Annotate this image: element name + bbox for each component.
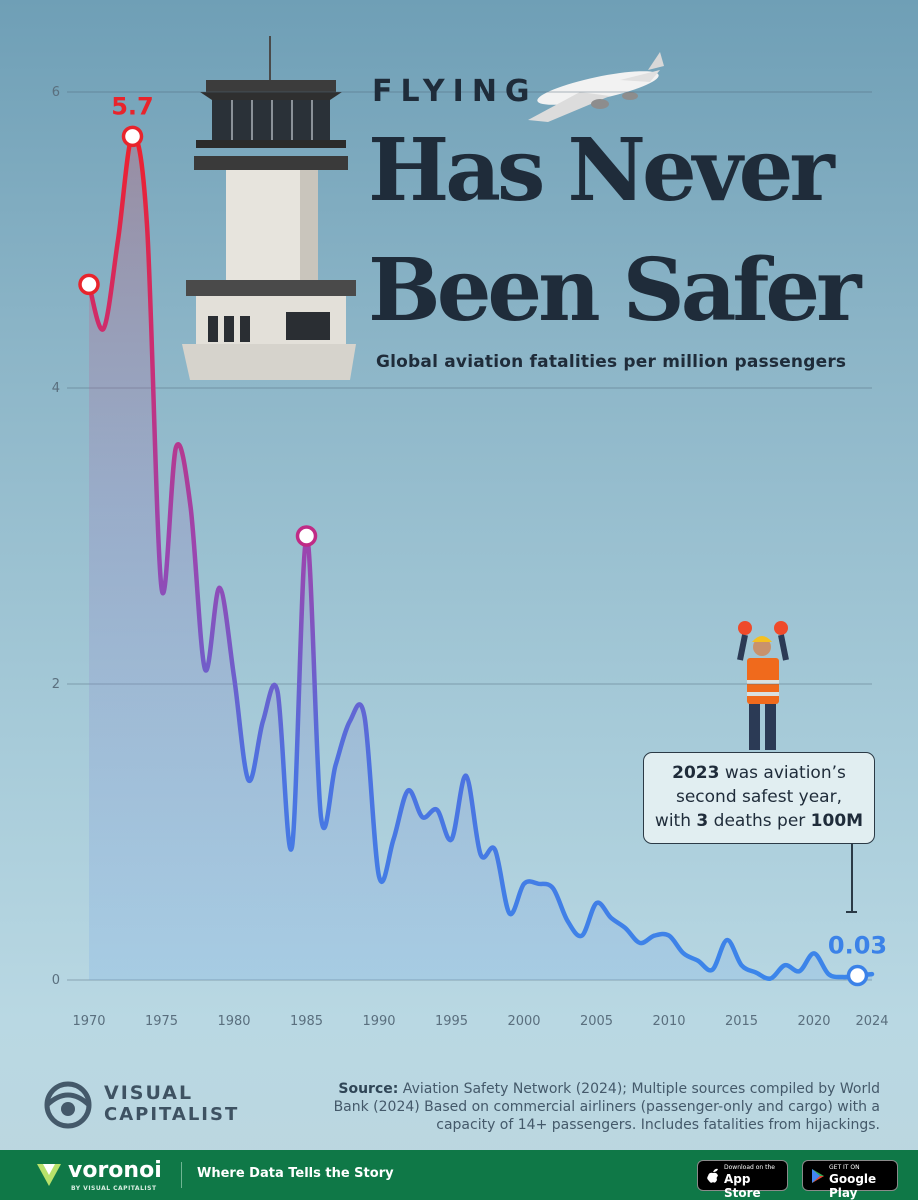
brand-visual: VISUAL	[104, 1082, 194, 1104]
google-play-icon	[812, 1169, 824, 1183]
x-tick-label: 1995	[435, 1014, 468, 1029]
callout-connector-tick	[846, 911, 857, 913]
y-tick-label: 4	[52, 381, 60, 396]
y-tick-label: 2	[52, 677, 60, 692]
callout-text-1: was aviation’s	[719, 763, 846, 783]
axis-ticks: 0 2 4 6 1970 1975 1980 1985 1990 1995 2000 2005 2010…	[52, 85, 889, 1029]
kicker: FLYING	[372, 74, 538, 109]
apple-icon	[707, 1168, 718, 1183]
x-tick-label: 2005	[580, 1014, 613, 1029]
voronoi-logo-icon	[37, 1164, 61, 1186]
x-tick-label: 2024	[855, 1014, 888, 1029]
footer-tagline: Where Data Tells the Story	[197, 1166, 394, 1181]
x-tick-label: 1990	[362, 1014, 395, 1029]
labels: 5.7 0.03	[111, 92, 887, 959]
x-tick-label: 1980	[217, 1014, 250, 1029]
data-marker	[295, 525, 318, 547]
source-label: Source:	[338, 1081, 399, 1097]
y-tick-label: 6	[52, 85, 60, 100]
visual-capitalist-logo-icon	[44, 1081, 92, 1129]
area-fill	[89, 136, 872, 980]
x-tick-label: 2000	[507, 1014, 540, 1029]
airplane-illustration	[528, 52, 664, 122]
voronoi-wordmark: voronoi	[68, 1158, 162, 1183]
data-marker	[121, 125, 144, 148]
y-tick-label: 0	[52, 973, 60, 988]
app-store-label: App Store	[724, 1172, 761, 1200]
google-play-label: Google Play	[829, 1172, 877, 1200]
x-tick-label: 1970	[72, 1014, 105, 1029]
google-play-button[interactable]: GET IT ON Google Play	[802, 1160, 898, 1200]
control-tower-illustration	[182, 36, 356, 380]
area-fill-path	[89, 136, 872, 980]
subtitle: Global aviation fatalities per million p…	[376, 352, 847, 372]
x-tick-label: 2015	[725, 1014, 758, 1029]
voronoi-byline: BY VISUAL CAPITALIST	[71, 1185, 157, 1192]
app-store-button[interactable]: Download on the App Store	[697, 1160, 788, 1200]
callout-text-3b: deaths per	[708, 811, 811, 831]
data-label: 0.03	[828, 932, 887, 960]
x-tick-label: 1985	[290, 1014, 323, 1029]
footer-divider	[181, 1162, 182, 1188]
title-line-1: Has Never	[368, 120, 835, 221]
callout-deaths: 3	[696, 811, 709, 831]
google-play-small-text: GET IT ON	[829, 1164, 860, 1171]
source-text: Aviation Safety Network (2024); Multiple…	[333, 1081, 880, 1133]
markers	[78, 125, 869, 987]
title-line-2: Been Safer	[368, 240, 861, 341]
x-tick-label: 2020	[797, 1014, 830, 1029]
data-marker	[78, 273, 100, 296]
app-store-small-text: Download on the	[724, 1164, 775, 1171]
callout-connector	[851, 844, 853, 912]
line-series	[86, 134, 875, 981]
x-tick-label: 2010	[652, 1014, 685, 1029]
fatalities-line	[86, 134, 875, 981]
callout-per: 100M	[810, 811, 864, 831]
callout-line-1: 2023 was aviation’s	[644, 761, 874, 785]
data-label: 5.7	[111, 92, 154, 120]
callout-line-2: second safest year,	[675, 787, 842, 807]
source-note: Source: Aviation Safety Network (2024); …	[300, 1080, 880, 1134]
callout-text-3a: with	[654, 811, 697, 831]
x-tick-label: 1975	[145, 1014, 178, 1029]
callout-year: 2023	[672, 763, 720, 783]
annotation-callout: 2023 was aviation’s second safest year, …	[643, 752, 875, 844]
callout-line-3: with 3 deaths per 100M	[644, 809, 874, 833]
data-marker	[846, 964, 869, 987]
ground-worker-illustration	[737, 621, 789, 750]
brand-capitalist: CAPITALIST	[104, 1104, 240, 1125]
